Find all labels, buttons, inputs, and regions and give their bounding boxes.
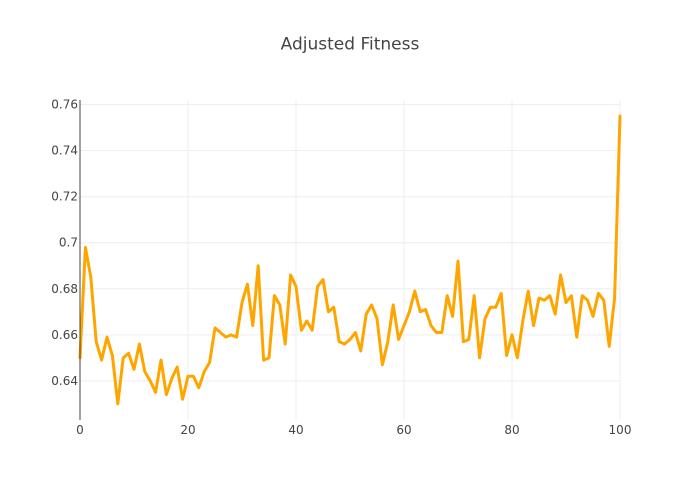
x-tick-label: 40 (288, 423, 303, 437)
x-tick-label: 20 (180, 423, 195, 437)
chart-title: Adjusted Fitness (281, 35, 420, 55)
y-tick-label: 0.7 (59, 236, 78, 250)
y-tick-label: 0.68 (51, 282, 78, 296)
x-axis-tick-labels: 0 20 40 60 80 100 (76, 423, 631, 437)
plot-area (78, 114, 622, 406)
y-tick-label: 0.74 (51, 144, 78, 158)
x-tick-label: 60 (396, 423, 411, 437)
y-tick-label: 0.76 (51, 98, 78, 112)
y-tick-label: 0.72 (51, 190, 78, 204)
x-tick-label: 80 (504, 423, 519, 437)
y-tick-label: 0.66 (51, 328, 78, 342)
grid (80, 100, 621, 420)
series-line (78, 114, 622, 406)
x-tick-label: 0 (76, 423, 84, 437)
x-tick-label: 100 (609, 423, 632, 437)
y-tick-label: 0.64 (51, 374, 78, 388)
y-axis-tick-labels: 0.64 0.66 0.68 0.7 0.72 0.74 0.76 (51, 98, 78, 388)
